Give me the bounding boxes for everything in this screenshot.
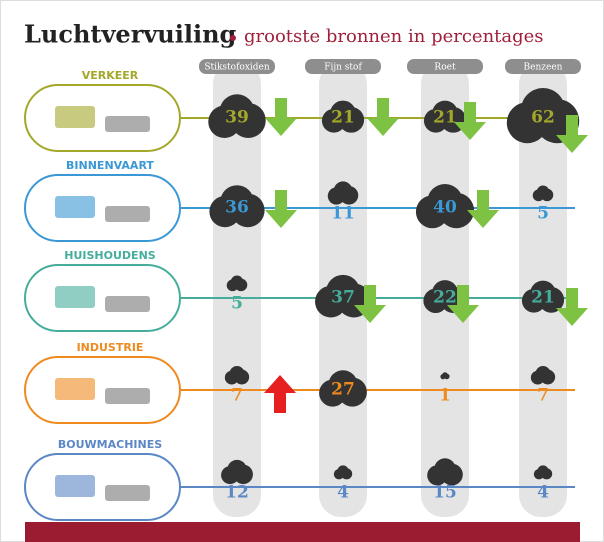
source-pill xyxy=(25,85,180,151)
source-icon xyxy=(105,206,150,222)
column-label: Fijn stof xyxy=(324,63,362,73)
source-label: HUISHOUDENS xyxy=(64,249,155,262)
value-label: 7 xyxy=(537,386,549,406)
value-label: 7 xyxy=(231,386,243,406)
value-label: 36 xyxy=(225,198,249,218)
source-icon xyxy=(55,378,95,400)
source-label: INDUSTRIE xyxy=(77,341,144,354)
source-icon xyxy=(55,286,95,308)
source-icon xyxy=(105,388,150,404)
footer-bar xyxy=(25,522,580,542)
source-icon xyxy=(55,196,95,218)
bullet xyxy=(230,35,236,41)
value-label: 40 xyxy=(433,198,457,218)
value-label: 5 xyxy=(231,294,243,314)
source-icon xyxy=(105,485,150,501)
value-label: 21 xyxy=(331,108,355,128)
value-label: 39 xyxy=(225,108,249,128)
value-label: 4 xyxy=(537,483,549,503)
source-label: VERKEER xyxy=(82,69,139,82)
source-pill xyxy=(25,265,180,331)
source-label: BINNENVAART xyxy=(66,159,154,172)
value-label: 62 xyxy=(531,108,555,128)
source-pill xyxy=(25,175,180,241)
column-label: Roet xyxy=(434,63,456,73)
source-icon xyxy=(55,106,95,128)
value-label: 21 xyxy=(531,288,555,308)
value-label: 4 xyxy=(337,483,349,503)
value-label: 22 xyxy=(433,288,457,308)
chart-title: Luchtvervuiling xyxy=(24,20,237,49)
source-pill xyxy=(25,454,180,520)
infographic: Luchtvervuiling grootste bronnen in perc… xyxy=(0,0,604,542)
source-icon xyxy=(55,475,95,497)
source-pill xyxy=(25,357,180,423)
value-label: 27 xyxy=(331,380,355,400)
value-label: 1 xyxy=(439,386,451,406)
value-label: 15 xyxy=(433,483,457,503)
source-label: BOUWMACHINES xyxy=(58,438,162,451)
source-icon xyxy=(105,296,150,312)
value-label: 37 xyxy=(331,288,355,308)
column-label: Stikstofoxiden xyxy=(204,63,270,73)
column-label: Benzeen xyxy=(524,63,563,73)
chart-subtitle: grootste bronnen in percentages xyxy=(244,26,544,47)
source-icon xyxy=(105,116,150,132)
value-label: 5 xyxy=(537,204,549,224)
value-label: 21 xyxy=(433,108,457,128)
value-label: 11 xyxy=(331,204,355,224)
value-label: 12 xyxy=(225,483,249,503)
